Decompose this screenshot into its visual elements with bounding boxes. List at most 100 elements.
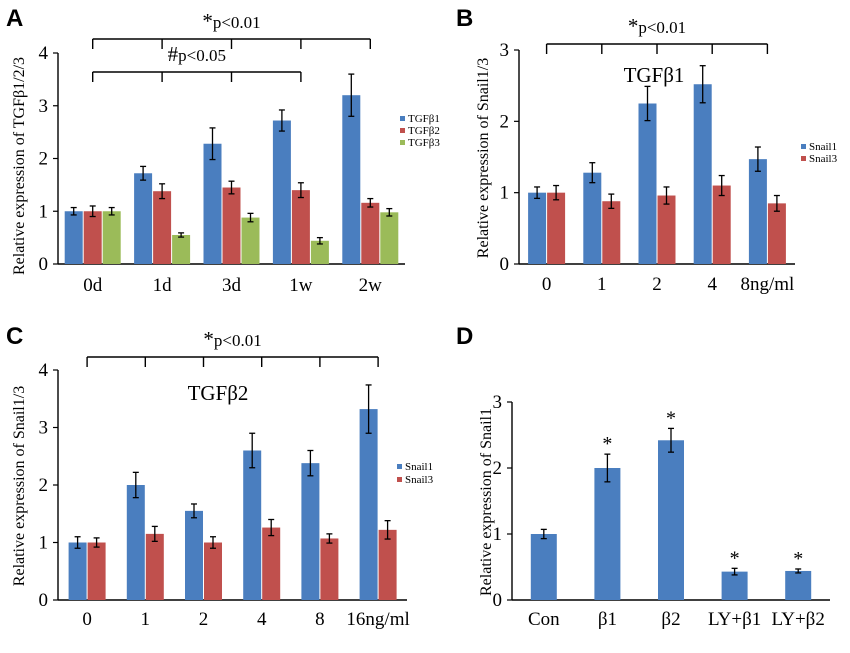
panel-c-letter: C (6, 323, 23, 350)
panel-a-legend-swatch (400, 128, 405, 133)
panel-a-bar (361, 202, 380, 264)
panel-b-error-bar (754, 146, 761, 172)
panel-c-legend-label: Snail1 (405, 461, 433, 473)
panel-a-y-tick-label: 1 (39, 201, 49, 222)
panel-c-x-tick-label: 8 (315, 609, 325, 630)
panel-c-x-tick-label: 16ng/ml (346, 609, 409, 630)
panel-a-bar (272, 120, 291, 265)
panel-b-bar (602, 201, 621, 264)
panel-c-y-tick-label: 4 (39, 360, 49, 381)
panel-a-significance-label: #p<0.05 (168, 42, 226, 66)
panel-b-legend-item: Snail1 (801, 141, 837, 153)
panel-b-significance-bracket (545, 43, 769, 54)
panel-b-y-ticks: 0 1 2 3 (500, 40, 519, 275)
panel-a-x-tick-label: 1d (153, 275, 173, 296)
panel-b-plot (518, 50, 795, 265)
panel-c-error-bar (268, 518, 275, 537)
panel-c-bar (87, 542, 106, 600)
panel-b-bar (638, 103, 657, 264)
panel-d-bar (721, 571, 748, 600)
panel-d: D Relative expression of Snail1 0 1 2 3 Con… (456, 323, 830, 630)
panel-b-y-tick-label: 0 (500, 254, 510, 275)
panel-a-significance-brackets: *p<0.01 #p<0.05 (91, 9, 371, 82)
panel-c-significance-bracket (86, 356, 379, 367)
panel-b-error-bar (608, 193, 615, 210)
panel-c-error-bar (93, 537, 100, 548)
panel-a-legend-item: TGFβ3 (400, 137, 440, 149)
panel-c-y-tick-label: 2 (39, 475, 49, 496)
panel-d-letter: D (456, 323, 473, 350)
panel-b-x-tick-label: 2 (652, 274, 662, 295)
panel-c-y-ticks: 0 1 2 3 4 (39, 360, 58, 611)
panel-d-y-axis-label: Relative expression of Snail1 (478, 408, 495, 596)
panel-c-x-tick-label: 1 (141, 609, 151, 630)
panel-a-bar (134, 173, 153, 264)
panel-a-legend-item: TGFβ2 (400, 125, 440, 137)
panel-a: A Relative expression of TGFβ1/2/3 0 1 2 3 4… (6, 5, 440, 296)
panel-b-bar (748, 159, 767, 264)
panel-a-legend-label: TGFβ1 (408, 113, 440, 125)
panel-b-error-bar (699, 65, 706, 104)
panel-b-bar (528, 192, 547, 264)
panel-d-significance-star: * (666, 407, 676, 429)
panel-b-error-bar (589, 162, 596, 184)
panel-c-error-bar (365, 384, 372, 434)
panel-c-legend-item: Snail1 (397, 461, 433, 473)
panel-a-x-tick-labels: 0d 1d 3d 1w 2w (83, 275, 382, 296)
panel-b-x-tick-labels: 0 1 2 4 8ng/ml (542, 274, 794, 295)
panel-b-legend-swatch (801, 156, 806, 161)
panel-a-error-bar (316, 236, 323, 245)
panel-a-bar (172, 234, 191, 264)
panel-c-error-bar (326, 533, 333, 544)
panel-a-x-tick-label: 3d (222, 275, 242, 296)
panel-c-legend-label: Snail3 (405, 474, 434, 486)
panel-a-bar (83, 211, 102, 264)
panel-d-x-tick-label: Con (528, 609, 560, 630)
panel-c-plot (57, 370, 407, 601)
panel-a-plot (57, 53, 405, 265)
panel-d-x-tick-label: β1 (598, 609, 617, 630)
panel-d-y-tick-label: 1 (493, 524, 503, 545)
panel-d-error-bar (795, 568, 802, 574)
panel-b-x-tick-label: 0 (542, 274, 552, 295)
panel-d-y-tick-label: 0 (493, 590, 503, 611)
panel-a-error-bar (386, 207, 393, 217)
panel-b-bar (712, 185, 731, 264)
panel-a-x-tick-label: 1w (289, 275, 313, 296)
panel-a-legend-swatch (400, 140, 405, 145)
panel-c-bar (262, 527, 281, 600)
panel-d-error-bar (540, 528, 547, 540)
panel-a-error-bar (278, 109, 285, 132)
panel-c-bar (145, 533, 164, 600)
panel-b-error-bar (644, 85, 651, 122)
panel-d-error-bar (604, 453, 611, 483)
panel-d-y-tick-label: 3 (493, 392, 503, 413)
panel-b-x-tick-label: 8ng/ml (740, 274, 794, 295)
panel-c-bar (204, 542, 222, 600)
panel-b: B Relative expression of Snail1/3 TGFβ1 … (456, 5, 838, 295)
panel-d-significance-star: * (793, 548, 803, 570)
panel-c-bar (126, 485, 145, 600)
panel-d-bar (530, 534, 557, 600)
panel-b-y-axis-label: Relative expression of Snail1/3 (475, 58, 492, 258)
panel-c-bar (378, 529, 397, 600)
panel-b-error-bar (718, 174, 725, 197)
panel-b-legend-label: Snail3 (809, 153, 838, 165)
panel-c-error-bar (307, 449, 314, 477)
panel-c-error-bar (151, 525, 158, 542)
panel-d-bar (785, 570, 812, 600)
panel-a-y-tick-label: 4 (39, 43, 49, 64)
panel-b-significance-label: *p<0.01 (628, 14, 686, 38)
panel-b-y-tick-label: 3 (500, 40, 510, 61)
panel-a-error-bar (228, 180, 235, 195)
panel-c-y-axis-label: Relative expression of Snail1/3 (11, 386, 28, 586)
panel-b-significance-brackets: *p<0.01 (545, 14, 769, 54)
panel-d-error-bar (731, 567, 738, 576)
panel-a-error-bar (140, 165, 147, 181)
panel-a-y-ticks: 0 1 2 3 4 (39, 43, 58, 275)
panel-c-error-bar (191, 503, 197, 519)
panel-d-significance-star: * (602, 433, 612, 455)
panel-a-error-bar (178, 232, 185, 238)
